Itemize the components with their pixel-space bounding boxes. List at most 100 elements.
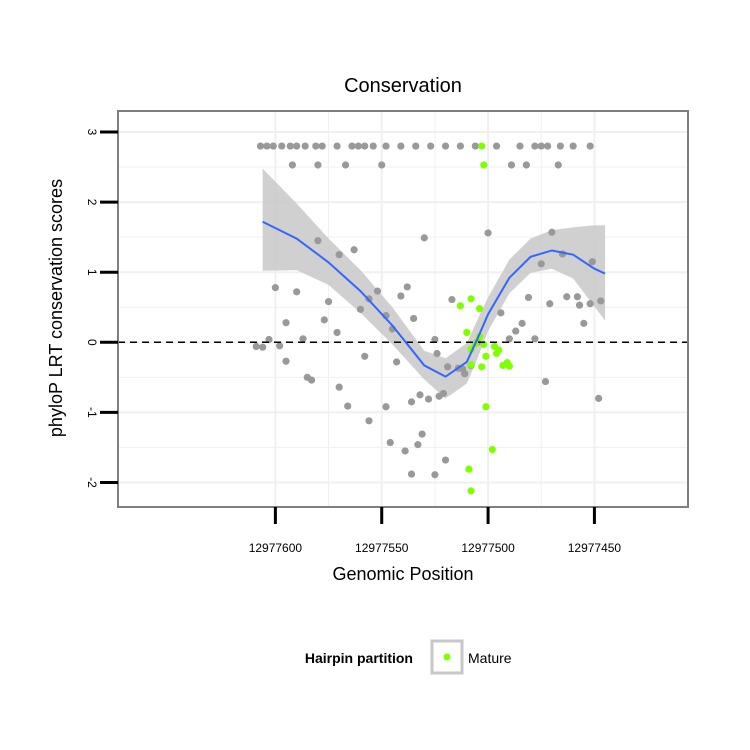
point bbox=[546, 300, 554, 308]
legend-title: Hairpin partition bbox=[305, 650, 413, 666]
point bbox=[420, 234, 428, 242]
panel-border bbox=[117, 110, 689, 508]
mature-point bbox=[465, 465, 473, 473]
point bbox=[427, 142, 435, 150]
mature-point bbox=[456, 302, 465, 310]
point bbox=[252, 342, 260, 351]
point bbox=[444, 363, 452, 371]
point bbox=[314, 237, 322, 245]
point bbox=[431, 471, 439, 479]
point bbox=[516, 142, 524, 150]
point bbox=[365, 417, 373, 425]
mature-point bbox=[467, 487, 475, 495]
mature-point bbox=[467, 361, 475, 369]
point bbox=[492, 142, 501, 150]
point bbox=[344, 402, 352, 410]
point bbox=[288, 161, 297, 169]
point bbox=[497, 309, 505, 317]
point bbox=[595, 394, 603, 402]
point bbox=[356, 305, 365, 313]
x-tick-label: 12977550 bbox=[355, 541, 409, 555]
mature-point bbox=[475, 305, 484, 313]
point bbox=[416, 391, 424, 399]
point bbox=[531, 335, 539, 343]
point bbox=[544, 142, 552, 150]
point bbox=[369, 142, 377, 150]
mature-point bbox=[478, 363, 486, 371]
point bbox=[556, 142, 564, 150]
point bbox=[393, 358, 401, 366]
x-axis-label: Genomic Position bbox=[332, 564, 473, 584]
legend: Hairpin partition Mature bbox=[305, 639, 512, 675]
point bbox=[333, 328, 341, 337]
point bbox=[350, 246, 358, 254]
point bbox=[424, 395, 433, 403]
mature-point bbox=[480, 161, 488, 169]
point bbox=[586, 142, 594, 150]
panel-background bbox=[118, 111, 688, 507]
point bbox=[507, 161, 516, 169]
mature-point bbox=[478, 142, 486, 150]
point bbox=[471, 142, 479, 150]
point bbox=[407, 470, 416, 478]
mature-point bbox=[463, 328, 471, 337]
point bbox=[569, 142, 577, 150]
point bbox=[433, 349, 441, 358]
point bbox=[314, 161, 322, 169]
y-tick-label: 2 bbox=[85, 199, 99, 206]
point bbox=[333, 142, 341, 150]
legend-key-box bbox=[430, 639, 464, 675]
point bbox=[541, 377, 550, 386]
point bbox=[588, 258, 596, 266]
point bbox=[563, 293, 571, 301]
point bbox=[554, 161, 562, 169]
data-points bbox=[252, 142, 605, 495]
point bbox=[293, 142, 301, 150]
point bbox=[512, 327, 520, 335]
mature-point bbox=[482, 352, 490, 360]
legend-entry-mature: Mature bbox=[468, 650, 512, 666]
point bbox=[293, 288, 301, 296]
point bbox=[320, 316, 328, 324]
point bbox=[580, 319, 588, 327]
point bbox=[418, 430, 426, 438]
mature-point bbox=[503, 359, 511, 367]
x-axis-ticks: 12977600 12977550 12977500 12977450 bbox=[249, 507, 622, 555]
point bbox=[265, 335, 273, 344]
mature-point bbox=[488, 445, 496, 454]
point bbox=[410, 314, 418, 323]
point bbox=[301, 142, 309, 150]
confidence-ribbon bbox=[262, 168, 606, 399]
point bbox=[397, 142, 405, 150]
point bbox=[518, 319, 526, 327]
point bbox=[524, 293, 533, 302]
smooth-trend-line bbox=[262, 220, 606, 378]
y-tick-label: -2 bbox=[85, 477, 99, 488]
point bbox=[335, 251, 343, 259]
point bbox=[382, 142, 390, 150]
point bbox=[361, 142, 369, 150]
legend-key-mature-point bbox=[443, 653, 451, 661]
point bbox=[403, 283, 411, 291]
mature-point bbox=[467, 295, 475, 303]
point bbox=[282, 357, 290, 365]
point bbox=[439, 389, 448, 398]
point bbox=[324, 298, 333, 306]
point bbox=[441, 456, 450, 464]
point bbox=[276, 342, 284, 350]
point bbox=[573, 293, 582, 301]
point bbox=[263, 142, 271, 150]
point bbox=[269, 142, 277, 150]
point bbox=[259, 343, 267, 351]
point bbox=[286, 142, 294, 150]
point bbox=[597, 297, 605, 305]
y-axis-label: phyloP LRT conservation scores bbox=[46, 179, 66, 437]
x-tick-label: 12977450 bbox=[568, 541, 622, 555]
point bbox=[312, 142, 320, 150]
point bbox=[361, 352, 369, 360]
point bbox=[307, 376, 316, 384]
point bbox=[271, 284, 279, 292]
y-tick-label: 0 bbox=[85, 339, 99, 346]
point bbox=[431, 335, 439, 344]
point bbox=[414, 441, 422, 449]
